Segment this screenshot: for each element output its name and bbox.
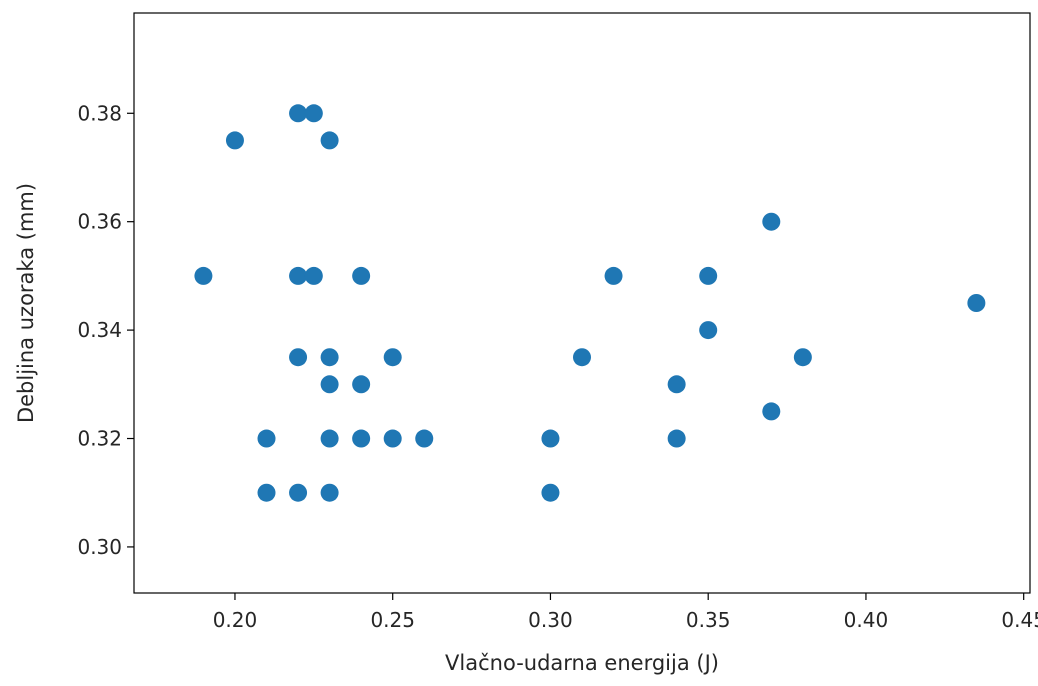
scatter-point-2 (257, 429, 276, 448)
x-tick-label: 0.45 (1001, 608, 1038, 632)
y-tick-label: 0.38 (77, 101, 122, 125)
x-tick-label: 0.30 (528, 608, 573, 632)
points-layer (194, 104, 986, 502)
x-tick-label: 0.40 (844, 608, 889, 632)
scatter-point-16 (352, 375, 371, 394)
x-ticks: 0.20 0.25 0.30 0.35 0.40 0.45 (213, 593, 1038, 632)
y-axis-label: Debljina uzoraka (mm) (14, 183, 38, 423)
x-tick-label: 0.25 (370, 608, 415, 632)
scatter-point-10 (320, 131, 339, 150)
y-tick-label: 0.30 (77, 535, 122, 559)
scatter-point-30 (762, 402, 781, 421)
scatter-point-20 (415, 429, 434, 448)
scatter-point-3 (257, 483, 276, 502)
scatter-point-14 (320, 483, 339, 502)
scatter-point-6 (289, 266, 308, 285)
scatter-point-21 (541, 429, 560, 448)
y-tick-label: 0.36 (77, 210, 122, 234)
scatter-point-12 (320, 375, 339, 394)
scatter-point-27 (699, 266, 718, 285)
scatter-point-25 (667, 375, 686, 394)
scatter-point-17 (352, 429, 371, 448)
x-axis-label: Vlačno-udarna energija (J) (445, 651, 719, 675)
scatter-point-32 (967, 294, 986, 312)
scatter-point-8 (289, 348, 308, 367)
scatter-point-9 (289, 483, 308, 502)
scatter-point-28 (699, 321, 718, 340)
plot-frame (133, 12, 1031, 594)
scatter-point-7 (304, 266, 323, 285)
scatter-point-29 (762, 212, 781, 231)
scatter-point-23 (573, 348, 591, 367)
x-tick-label: 0.20 (213, 608, 258, 632)
scatter-point-13 (320, 429, 339, 448)
scatter-point-1 (225, 131, 244, 150)
y-tick-label: 0.34 (77, 318, 122, 342)
y-ticks: 0.30 0.32 0.34 0.36 0.38 (77, 101, 134, 559)
scatter-point-15 (352, 266, 371, 285)
x-tick-label: 0.35 (686, 608, 731, 632)
scatter-point-31 (793, 348, 812, 367)
scatter-point-0 (194, 266, 213, 285)
scatter-point-18 (383, 348, 402, 367)
scatter-point-4 (289, 104, 308, 123)
y-tick-label: 0.32 (77, 427, 122, 451)
scatter-point-11 (320, 348, 339, 367)
scatter-point-19 (383, 429, 402, 448)
scatter-point-22 (541, 483, 560, 502)
scatter-point-5 (304, 104, 323, 123)
scatter-point-24 (604, 266, 623, 285)
plot-background (134, 13, 1030, 593)
scatter-point-26 (667, 429, 686, 448)
